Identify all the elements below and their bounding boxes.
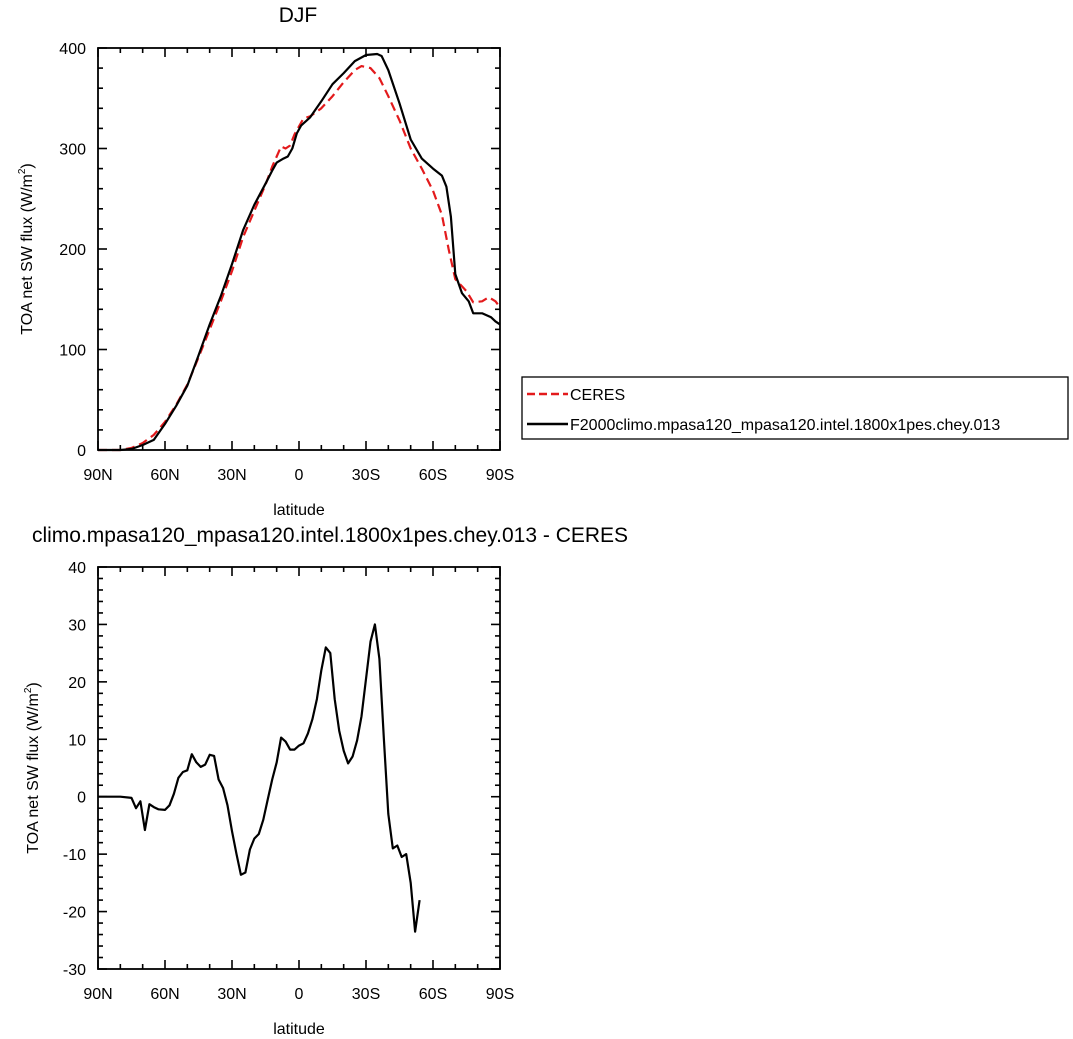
legend-ceres-label: CERES — [570, 387, 625, 404]
top-x-axis-label: latitude — [273, 502, 325, 519]
bottom-y-axis-label-close: ) — [25, 682, 42, 687]
top-y-tick-label: 0 — [77, 443, 86, 460]
top-y-axis-label: TOA net SW flux (W/m2) — [17, 163, 36, 335]
bottom-y-tick-label: 20 — [68, 675, 86, 692]
bottom-panel: climo.mpasa120_mpasa120.intel.1800x1pes.… — [23, 524, 628, 1038]
bottom-x-tick-label: 60S — [419, 986, 447, 1003]
bottom-y-tick-label: 40 — [68, 560, 86, 577]
bottom-axis-ticks: 90N 60N 30N 0 30S 60S 90S -30 -20 -10 0 10 20 30 40 — [63, 560, 514, 1003]
top-y-tick-label: 200 — [59, 242, 86, 259]
bottom-y-tick-label: -30 — [63, 962, 86, 979]
bottom-y-axis-label: TOA net SW flux (W/m2) — [23, 682, 42, 854]
bottom-y-tick-label: -20 — [63, 905, 86, 922]
top-x-tick-label: 90N — [83, 467, 112, 484]
top-y-axis-label-main: TOA net SW flux (W/m — [19, 174, 36, 335]
bottom-y-tick-label: -10 — [63, 847, 86, 864]
top-y-tick-label: 100 — [59, 343, 86, 360]
bottom-y-axis-label-sup: 2 — [23, 687, 34, 693]
bottom-y-tick-label: 30 — [68, 617, 86, 634]
top-x-tick-label: 30S — [352, 467, 380, 484]
legend: CERES F2000climo.mpasa120_mpasa120.intel… — [521, 376, 1069, 440]
bottom-y-axis-label-main: TOA net SW flux (W/m — [25, 693, 42, 854]
top-x-tick-label: 60N — [150, 467, 179, 484]
top-y-tick-label: 300 — [59, 142, 86, 159]
top-panel: DJF 90N 60N 30N 0 30S 60S 90S 0 100 200 300 400 lat… — [17, 4, 514, 519]
top-y-axis-label-sup: 2 — [17, 168, 28, 174]
top-y-tick-label: 400 — [59, 41, 86, 58]
bottom-y-tick-label: 10 — [68, 732, 86, 749]
bottom-series-line-0 — [98, 623, 421, 933]
top-series-line-f2000climo-mpasa120-mpas — [98, 52, 501, 452]
legend-model-label: F2000climo.mpasa120_mpasa120.intel.1800x… — [570, 417, 1000, 434]
bottom-plot-frame — [97, 566, 501, 970]
legend-box — [521, 376, 1069, 440]
bottom-x-axis-label: latitude — [273, 1021, 325, 1038]
top-x-tick-label: 90S — [486, 467, 514, 484]
top-y-axis-label-close: ) — [19, 163, 36, 168]
bottom-x-tick-label: 90N — [83, 986, 112, 1003]
top-x-tick-label: 0 — [295, 467, 304, 484]
bottom-x-tick-label: 30S — [352, 986, 380, 1003]
top-plot-lines — [98, 52, 501, 452]
bottom-y-tick-label: 0 — [77, 790, 86, 807]
top-x-tick-label: 30N — [217, 467, 246, 484]
top-series-line-ceres — [98, 64, 501, 452]
top-chart-title: DJF — [279, 4, 318, 27]
top-plot-frame — [97, 47, 501, 451]
bottom-x-tick-label: 0 — [295, 986, 304, 1003]
bottom-chart-title: climo.mpasa120_mpasa120.intel.1800x1pes.… — [32, 524, 628, 547]
bottom-x-tick-label: 90S — [486, 986, 514, 1003]
top-x-tick-label: 60S — [419, 467, 447, 484]
bottom-plot-lines — [98, 623, 421, 933]
bottom-x-tick-label: 30N — [217, 986, 246, 1003]
top-axis-ticks: 90N 60N 30N 0 30S 60S 90S 0 100 200 300 400 — [59, 41, 514, 484]
bottom-x-tick-label: 60N — [150, 986, 179, 1003]
